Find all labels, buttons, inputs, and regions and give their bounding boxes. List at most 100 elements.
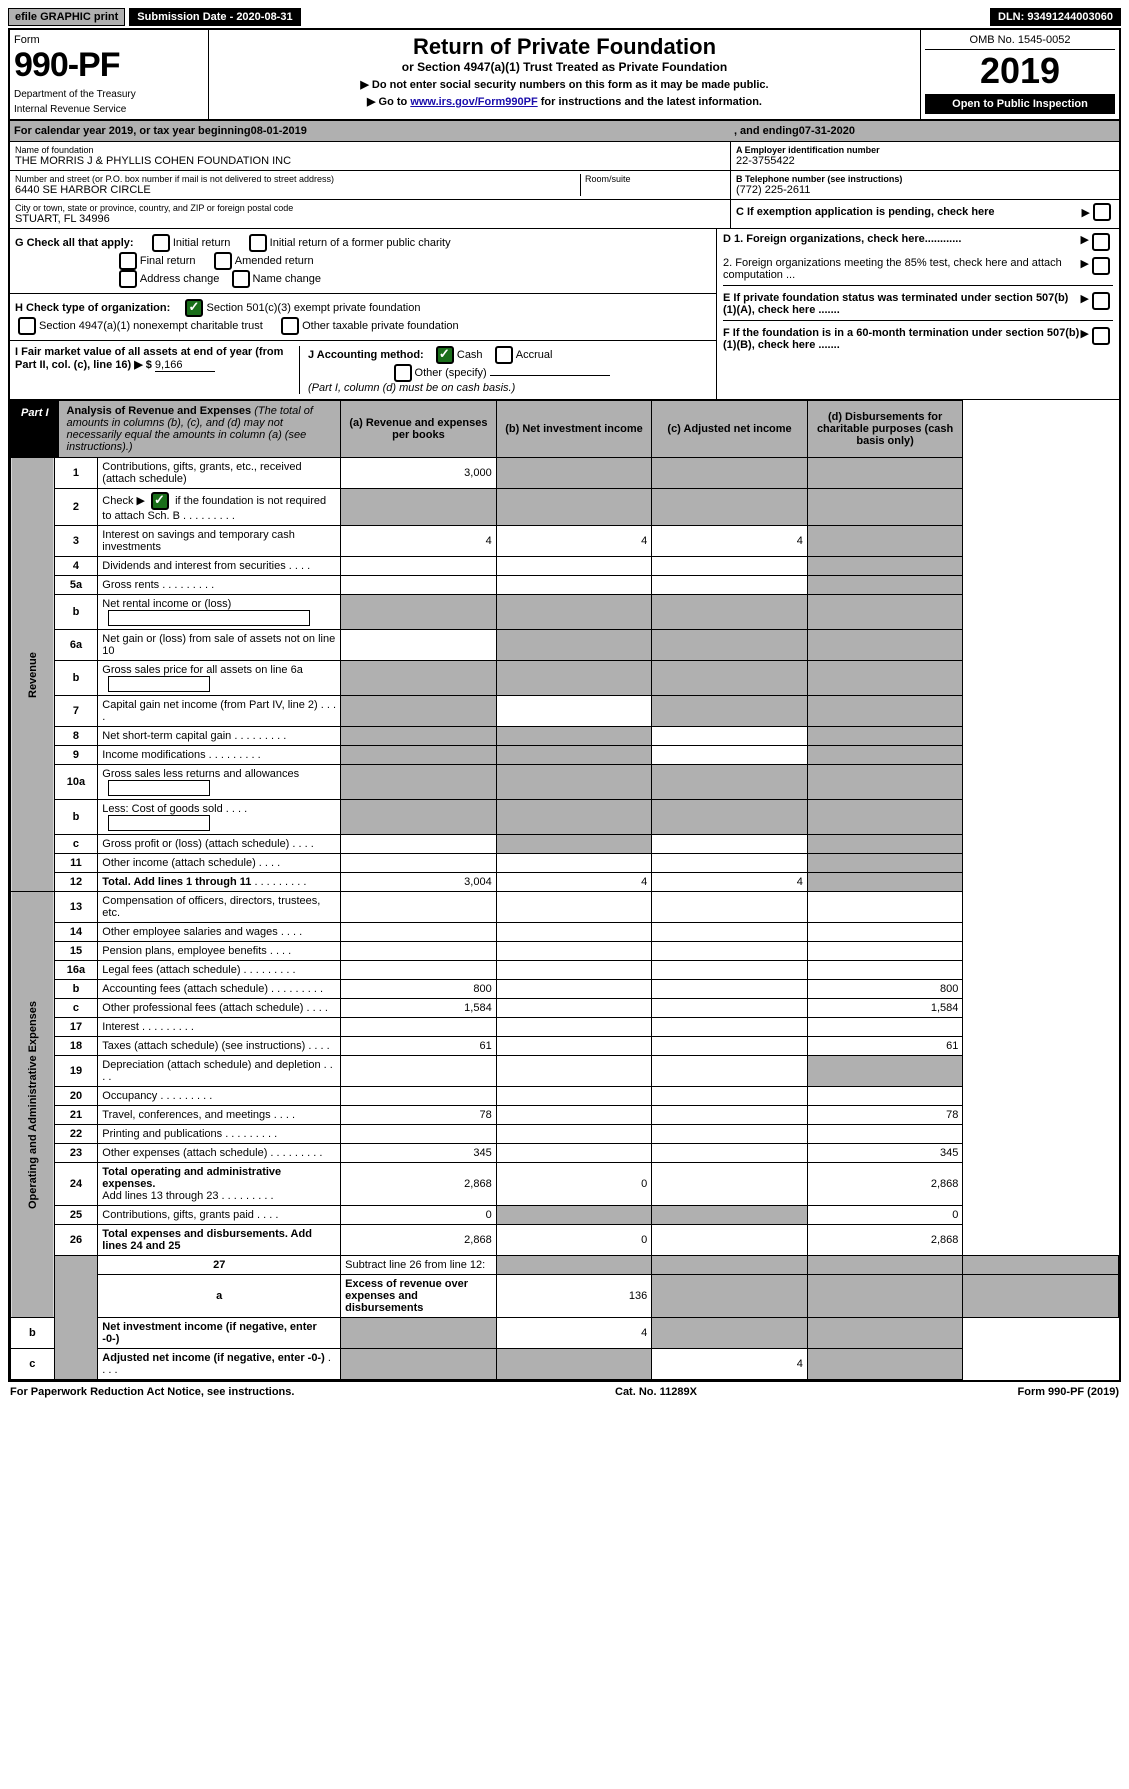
r23-desc: Other expenses (attach schedule) <box>98 1144 341 1163</box>
omb-number: OMB No. 1545-0052 <box>925 34 1115 50</box>
r7-num: 7 <box>54 696 98 727</box>
efile-print-button[interactable]: efile GRAPHIC print <box>8 8 125 26</box>
r27a-a: 136 <box>496 1275 652 1318</box>
r10a-input[interactable] <box>108 780 210 796</box>
checkbox-cash[interactable] <box>436 346 454 364</box>
r5b-input[interactable] <box>108 610 310 626</box>
r19-num: 19 <box>54 1056 98 1087</box>
checkbox-addr-change[interactable] <box>119 270 137 288</box>
r26-d: 2,868 <box>807 1225 963 1256</box>
part1-badge: Part I <box>11 401 59 457</box>
r1-c <box>652 458 808 489</box>
r2-desc: Check ▶ if the foundation is not require… <box>98 489 341 526</box>
header-left: Form 990-PF Department of the Treasury I… <box>10 30 209 119</box>
col-c-header: (c) Adjusted net income <box>652 401 808 458</box>
r4-desc: Dividends and interest from securities <box>98 557 341 576</box>
opt-other-taxable: Other taxable private foundation <box>302 320 459 332</box>
r3-num: 3 <box>54 526 98 557</box>
calyear-end: 07-31-2020 <box>799 125 855 137</box>
checkbox-d1[interactable] <box>1092 233 1110 251</box>
r10c-desc: Gross profit or (loss) (attach schedule) <box>98 835 341 854</box>
r27a-desc: Excess of revenue over expenses and disb… <box>341 1275 497 1318</box>
r16b-num: b <box>54 980 98 999</box>
checkbox-e[interactable] <box>1092 292 1110 310</box>
r11-desc: Other income (attach schedule) <box>98 854 341 873</box>
r27-desc: Subtract line 26 from line 12: <box>341 1256 497 1275</box>
checkbox-name-change[interactable] <box>232 270 250 288</box>
checkbox-4947[interactable] <box>18 317 36 335</box>
r6a-desc: Net gain or (loss) from sale of assets n… <box>98 630 341 661</box>
checkbox-other-taxable[interactable] <box>281 317 299 335</box>
tel-label: B Telephone number (see instructions) <box>736 174 1114 184</box>
opt-final: Final return <box>140 255 196 267</box>
r26-desc: Total expenses and disbursements. Add li… <box>98 1225 341 1256</box>
r10a-desc: Gross sales less returns and allowances <box>98 765 341 800</box>
ij-row: I Fair market value of all assets at end… <box>10 341 716 399</box>
r3-desc: Interest on savings and temporary cash i… <box>98 526 341 557</box>
r21-d: 78 <box>807 1106 963 1125</box>
checkbox-amended[interactable] <box>214 252 232 270</box>
opt-name-change: Name change <box>253 273 322 285</box>
irs-link[interactable]: www.irs.gov/Form990PF <box>410 96 537 108</box>
analysis-table: Part I Analysis of Revenue and Expenses … <box>10 400 1119 1380</box>
r6b-input[interactable] <box>108 676 210 692</box>
r25-d: 0 <box>807 1206 963 1225</box>
r9-desc: Income modifications <box>98 746 341 765</box>
r3-a: 4 <box>341 526 497 557</box>
checkbox-c[interactable] <box>1093 203 1111 221</box>
r10b-input[interactable] <box>108 815 210 831</box>
r24-desc: Total operating and administrative expen… <box>98 1163 341 1206</box>
checkbox-final[interactable] <box>119 252 137 270</box>
opt-amended: Amended return <box>235 255 314 267</box>
form-subtitle: or Section 4947(a)(1) Trust Treated as P… <box>217 60 912 74</box>
footer-right: Form 990-PF (2019) <box>1018 1386 1119 1398</box>
ein-value: 22-3755422 <box>736 155 1114 167</box>
r23-d: 345 <box>807 1144 963 1163</box>
r20-num: 20 <box>54 1087 98 1106</box>
r20-desc: Occupancy <box>98 1087 341 1106</box>
r17-num: 17 <box>54 1018 98 1037</box>
checkbox-d2[interactable] <box>1092 257 1110 275</box>
f-label: F If the foundation is in a 60-month ter… <box>723 327 1081 351</box>
form-title: Return of Private Foundation <box>217 34 912 60</box>
r16c-num: c <box>54 999 98 1018</box>
checkbox-sch-b[interactable] <box>151 492 169 510</box>
r12-desc: Total. Add lines 1 through 11 <box>98 873 341 892</box>
r6b-desc: Gross sales price for all assets on line… <box>98 661 341 696</box>
r25-num: 25 <box>54 1206 98 1225</box>
r5a-desc: Gross rents <box>98 576 341 595</box>
j-note: (Part I, column (d) must be on cash basi… <box>308 382 515 394</box>
r27a-num: a <box>98 1275 341 1318</box>
h-label: H Check type of organization: <box>15 302 170 314</box>
check-section: G Check all that apply: Initial return I… <box>10 229 1119 400</box>
addr-label: Number and street (or P.O. box number if… <box>15 174 580 184</box>
calyear-pre: For calendar year 2019, or tax year begi… <box>14 125 251 137</box>
checkbox-initial-former[interactable] <box>249 234 267 252</box>
r1-a: 3,000 <box>341 458 497 489</box>
r13-desc: Compensation of officers, directors, tru… <box>98 892 341 923</box>
r3-c: 4 <box>652 526 808 557</box>
part1-title: Analysis of Revenue and Expenses <box>67 405 252 417</box>
tel-value: (772) 225-2611 <box>736 184 1114 196</box>
checkbox-accrual[interactable] <box>495 346 513 364</box>
checkbox-other-method[interactable] <box>394 364 412 382</box>
r24-d: 2,868 <box>807 1163 963 1206</box>
r21-a: 78 <box>341 1106 497 1125</box>
checkbox-f[interactable] <box>1092 327 1110 345</box>
r18-d: 61 <box>807 1037 963 1056</box>
opt-initial: Initial return <box>173 237 230 249</box>
checkbox-501c3[interactable] <box>185 299 203 317</box>
r16a-desc: Legal fees (attach schedule) <box>98 961 341 980</box>
i-value: 9,166 <box>155 359 215 372</box>
r8-num: 8 <box>54 727 98 746</box>
submission-date: Submission Date - 2020-08-31 <box>129 8 300 26</box>
instr2-pre: ▶ Go to <box>367 96 410 108</box>
r5a-num: 5a <box>54 576 98 595</box>
r5b-desc: Net rental income or (loss) <box>98 595 341 630</box>
r9-num: 9 <box>54 746 98 765</box>
checkbox-initial[interactable] <box>152 234 170 252</box>
r5b-num: b <box>54 595 98 630</box>
calyear-mid: , and ending <box>734 125 799 137</box>
r24-num: 24 <box>54 1163 98 1206</box>
r12-b: 4 <box>496 873 652 892</box>
